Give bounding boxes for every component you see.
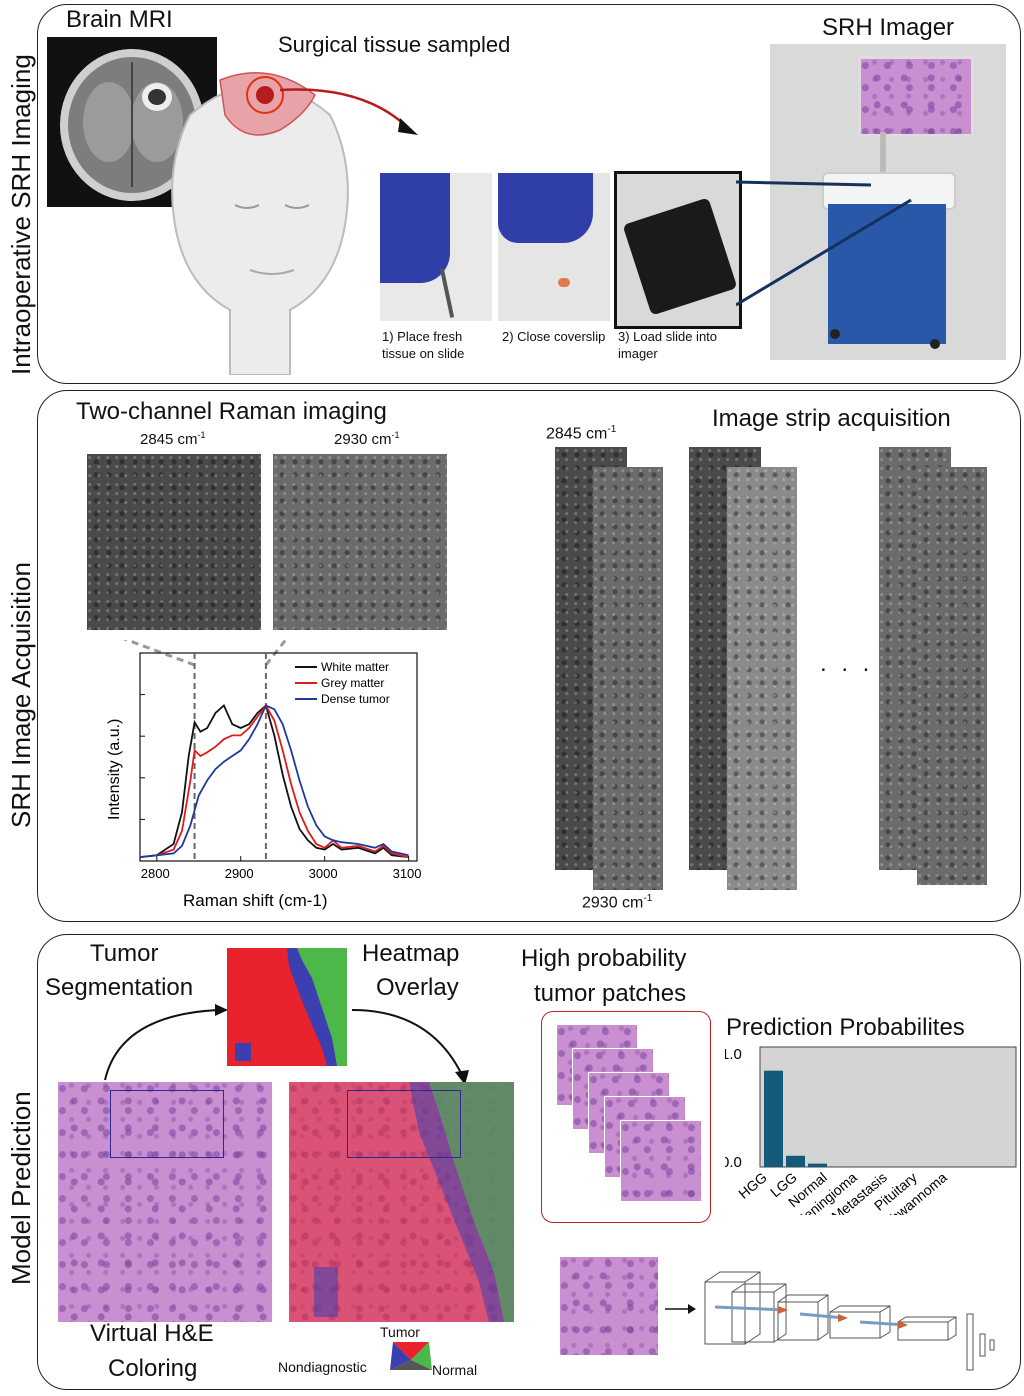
tumor-legend-triad (390, 1342, 432, 1370)
legend-label-0: White matter (321, 660, 389, 674)
legend-label-1: Grey matter (321, 676, 384, 690)
channel-1-label: 2845 cm-1 (140, 430, 206, 448)
srh-imager-label: SRH Imager (822, 14, 955, 41)
ytick-bottom: 0.0 (725, 1154, 742, 1171)
cnn-diagram (665, 1271, 995, 1371)
x-tick-label-2800: 2800 (141, 866, 170, 881)
step1-photo (380, 173, 492, 321)
step2-photo (498, 173, 610, 321)
plot-frame (139, 652, 418, 862)
patches-box (541, 1011, 711, 1223)
legend-tumor-label: Tumor (380, 1324, 420, 1340)
x-tick-label-3100: 3100 (393, 866, 422, 881)
legend-normal-label: Normal (432, 1362, 478, 1378)
raman-spectrum-chart: 2800 2900 3000 3100 Intensity (a.u.) Raman … (106, 640, 422, 910)
prediction-bar-hgg (764, 1070, 783, 1167)
panel3-side-label: Model Prediction (6, 1091, 36, 1285)
heatmap-label-1: Heatmap (362, 940, 460, 967)
patches-label-2: tumor patches (534, 980, 687, 1007)
legend-label-2: Dense tumor (321, 692, 390, 706)
brain-mri-image (47, 37, 217, 207)
imager-connector-lines (736, 180, 912, 307)
strip-title: Image strip acquisition (712, 405, 951, 432)
tissue-arrow (280, 88, 418, 135)
y-axis-label: Intensity (a.u.) (106, 719, 123, 820)
segmentation-map (227, 948, 347, 1066)
heatmap-overlay-image (289, 1082, 514, 1322)
step2-caption: 2) Close coverslip (502, 329, 606, 344)
brain-mri-label: Brain MRI (66, 6, 173, 33)
prediction-bar-normal (808, 1163, 827, 1167)
step3-photo (614, 171, 742, 329)
segmentation-label-1: Tumor (90, 940, 159, 967)
channel-1-image (87, 454, 261, 630)
heatmap-label-2: Overlay (376, 974, 459, 1001)
x-tick-label-2900: 2900 (225, 866, 254, 881)
ytick-top: 1.0 (725, 1046, 742, 1063)
step3-caption: 3) Load slide into imager (618, 329, 718, 361)
category-label-hgg: HGG (735, 1169, 770, 1202)
segmentation-label-2: Segmentation (45, 974, 194, 1001)
prediction-bar-lgg (786, 1155, 805, 1167)
prediction-title: Prediction Probabilites (726, 1014, 965, 1041)
patch-5 (620, 1120, 702, 1202)
legend-nondiagnostic-label: Nondiagnostic (278, 1359, 367, 1375)
channel-2-image (273, 454, 447, 630)
he-label-1: Virtual H&E (90, 1320, 214, 1347)
strip-1b (593, 467, 663, 890)
tissue-sampled-label: Surgical tissue sampled (278, 32, 511, 57)
strip-2b (727, 467, 797, 890)
raman-title: Two-channel Raman imaging (76, 398, 387, 425)
strip-3b (917, 467, 987, 885)
step1-caption: 1) Place fresh tissue on slide (382, 329, 465, 361)
patches-label-1: High probability (521, 945, 687, 972)
panel2-side-label: SRH Image Acquisition (6, 562, 36, 828)
panel1-side-label: Intraoperative SRH Imaging (6, 54, 36, 375)
single-patch (560, 1257, 658, 1355)
strip-top-label: 2845 cm-1 (546, 424, 617, 443)
x-tick-label-3000: 3000 (309, 866, 338, 881)
he-label-2: Coloring (108, 1355, 198, 1382)
prediction-bar-chart: 1.0 0.0 HGGLGGNormalMeningiomaMetastasis… (725, 1046, 1017, 1215)
series-line-dense-tumor (139, 704, 409, 858)
virtual-he-image (58, 1082, 272, 1322)
x-axis-label: Raman shift (cm-1) (183, 891, 328, 910)
series-line-grey-matter (139, 703, 409, 858)
prediction-plot-area (759, 1046, 1017, 1168)
channel-2-label: 2930 cm-1 (334, 430, 400, 448)
zoom-line-1 (122, 640, 196, 667)
strip-ellipsis: . . . (820, 650, 874, 677)
seg-arrows (104, 1004, 469, 1085)
srh-imager-photo (770, 44, 1006, 360)
strip-bottom-label: 2930 cm-1 (582, 893, 653, 912)
